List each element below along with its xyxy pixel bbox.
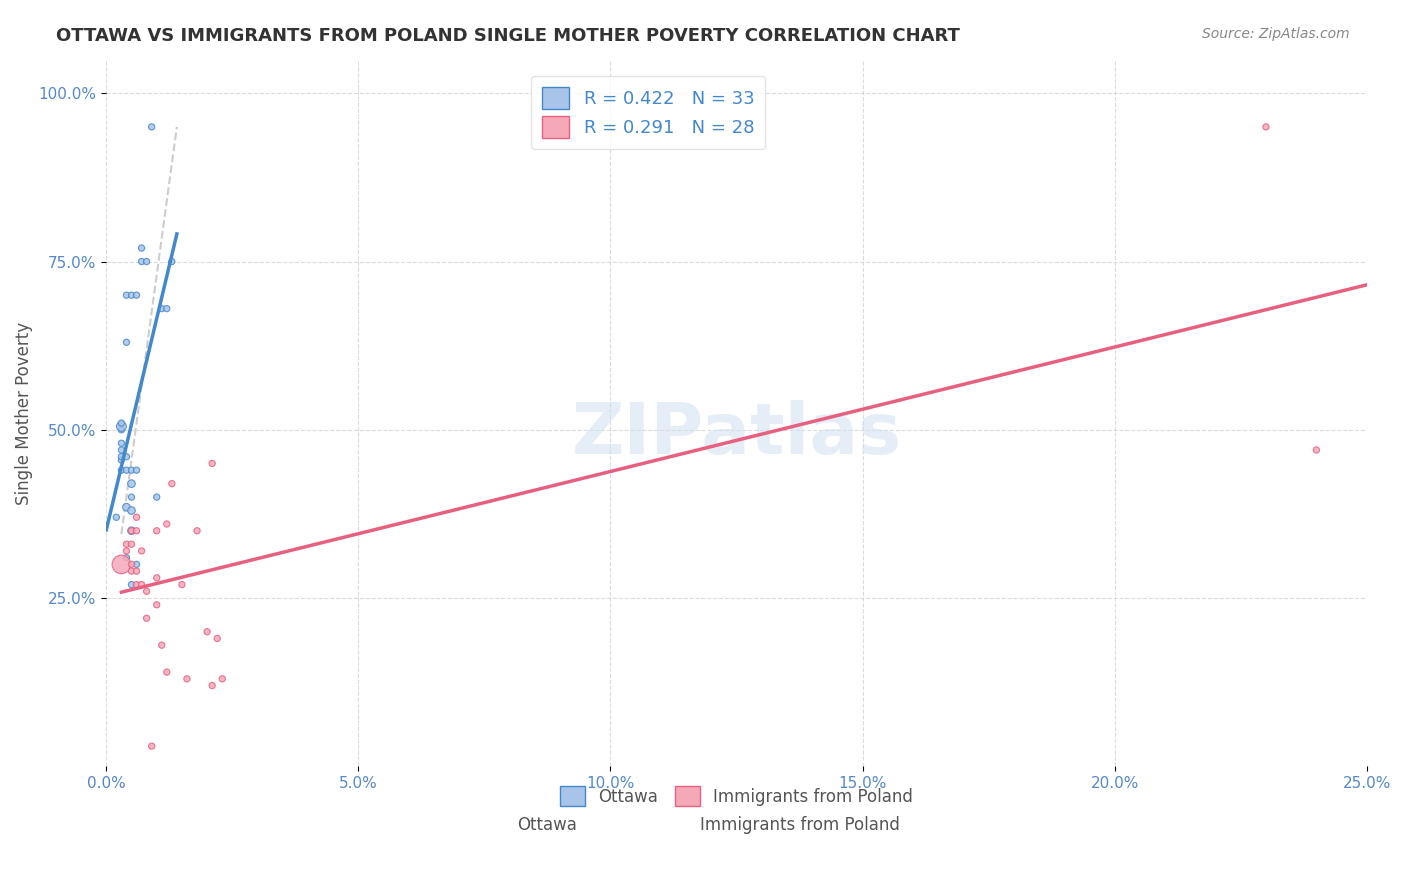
Point: [125, 564, 148, 578]
Point: [121, 288, 143, 302]
Point: [150, 638, 173, 652]
Text: Immigrants from Poland: Immigrants from Poland: [700, 816, 900, 834]
Point: [135, 584, 157, 599]
Point: [121, 537, 143, 551]
Point: [205, 632, 228, 646]
Point: [160, 254, 183, 268]
Point: [110, 416, 132, 430]
Point: [125, 577, 148, 591]
Point: [131, 254, 153, 268]
Point: [145, 490, 167, 504]
Text: OTTAWA VS IMMIGRANTS FROM POLAND SINGLE MOTHER POVERTY CORRELATION CHART: OTTAWA VS IMMIGRANTS FROM POLAND SINGLE …: [56, 27, 960, 45]
Point: [195, 624, 218, 639]
Point: [125, 524, 148, 538]
Point: [110, 423, 132, 437]
Point: [121, 564, 143, 578]
Point: [110, 453, 132, 467]
Point: [115, 463, 138, 477]
Point: [176, 672, 198, 686]
Point: [121, 476, 143, 491]
Text: Source: ZipAtlas.com: Source: ZipAtlas.com: [1202, 27, 1350, 41]
Point: [110, 450, 132, 464]
Point: [141, 120, 163, 134]
Point: [131, 241, 153, 255]
Text: ZIPatlas: ZIPatlas: [571, 400, 901, 468]
Point: [186, 524, 208, 538]
Point: [160, 476, 183, 491]
Point: [115, 544, 138, 558]
Point: [201, 679, 224, 693]
Point: [156, 516, 179, 531]
Point: [1305, 442, 1327, 457]
Point: [121, 524, 143, 538]
Point: [115, 450, 138, 464]
Point: [121, 558, 143, 572]
Point: [105, 510, 128, 524]
Point: [201, 457, 224, 471]
Point: [121, 490, 143, 504]
Y-axis label: Single Mother Poverty: Single Mother Poverty: [15, 321, 32, 505]
Point: [121, 503, 143, 517]
Point: [110, 419, 132, 434]
Point: [145, 524, 167, 538]
Point: [125, 558, 148, 572]
Point: [1254, 120, 1277, 134]
Point: [115, 500, 138, 515]
Point: [145, 598, 167, 612]
Point: [156, 665, 179, 679]
Point: [110, 558, 132, 572]
Legend: Ottawa, Immigrants from Poland: Ottawa, Immigrants from Poland: [551, 778, 921, 814]
Point: [115, 550, 138, 565]
Point: [121, 524, 143, 538]
Point: [110, 442, 132, 457]
Point: [125, 510, 148, 524]
Point: [121, 577, 143, 591]
Point: [110, 463, 132, 477]
Point: [211, 672, 233, 686]
Point: [115, 288, 138, 302]
Point: [145, 571, 167, 585]
Point: [141, 739, 163, 753]
Point: [115, 537, 138, 551]
Text: Ottawa: Ottawa: [517, 816, 578, 834]
Point: [115, 335, 138, 350]
Point: [125, 288, 148, 302]
Point: [131, 544, 153, 558]
Point: [110, 436, 132, 450]
Point: [135, 254, 157, 268]
Point: [156, 301, 179, 316]
Point: [131, 577, 153, 591]
Point: [125, 463, 148, 477]
Point: [121, 463, 143, 477]
Point: [170, 577, 193, 591]
Point: [135, 611, 157, 625]
Point: [150, 301, 173, 316]
